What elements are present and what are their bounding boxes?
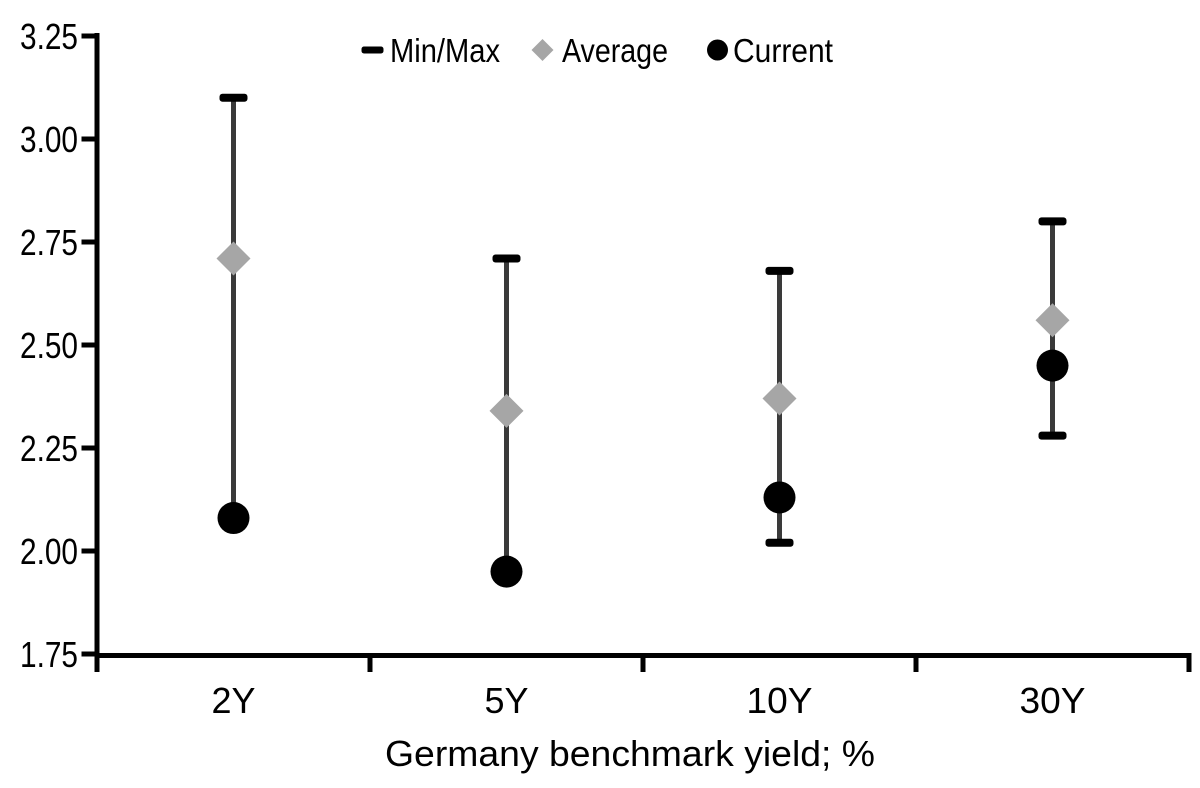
average-diamond-marker [1035,303,1070,338]
current-circle-marker [217,502,250,535]
legend-label-average: Average [562,32,668,69]
max-cap-marker [219,93,248,102]
x-category-label: 5Y [485,680,529,721]
y-axis-line [94,33,100,658]
y-tick-label: 2.75 [20,222,78,263]
legend-diamond-icon [531,39,554,61]
y-tick-label: 3.25 [20,16,78,57]
legend-dash-icon [361,46,384,54]
axes-group: 3.25 3.00 2.75 2.50 2.25 2.00 1.75 2Y 5Y 10Y 30Y [20,16,1192,721]
x-axis-tick [913,655,919,672]
min-cap-marker [765,538,794,547]
y-axis-tick [81,239,95,245]
average-diamond-marker [489,393,524,428]
max-cap-marker [492,254,521,263]
legend-circle-icon [707,39,728,61]
current-circle-marker [490,555,523,588]
average-diamond-marker [762,381,797,416]
x-axis-tick [367,655,373,672]
x-axis-tick [1186,655,1192,672]
y-axis-tick [81,33,95,39]
x-category-label: 2Y [212,680,256,721]
series-group [216,93,1070,588]
y-tick-label: 2.50 [20,325,78,366]
average-diamond-marker [216,241,251,276]
legend-icons-group [361,39,728,61]
max-cap-marker [1038,217,1067,226]
max-cap-marker [765,266,794,275]
y-tick-label: 1.75 [20,634,78,675]
y-tick-label: 2.25 [20,428,78,469]
x-axis-tick [640,655,646,672]
y-axis-tick [81,651,95,657]
legend-label-current: Current [733,32,833,69]
x-category-label: 10Y [747,680,813,721]
y-axis-tick [81,445,95,451]
current-circle-marker [763,481,796,514]
y-axis-tick [81,342,95,348]
current-circle-marker [1036,349,1069,382]
legend-label-minmax: Min/Max [390,32,500,69]
y-axis-tick [81,548,95,554]
x-axis-title: Germany benchmark yield; % [385,733,875,774]
y-tick-label: 2.00 [20,531,78,572]
y-tick-label: 3.00 [20,119,78,160]
x-axis-tick [94,655,100,672]
y-axis-tick [81,136,95,142]
min-cap-marker [1038,431,1067,440]
x-category-label: 30Y [1020,680,1086,721]
